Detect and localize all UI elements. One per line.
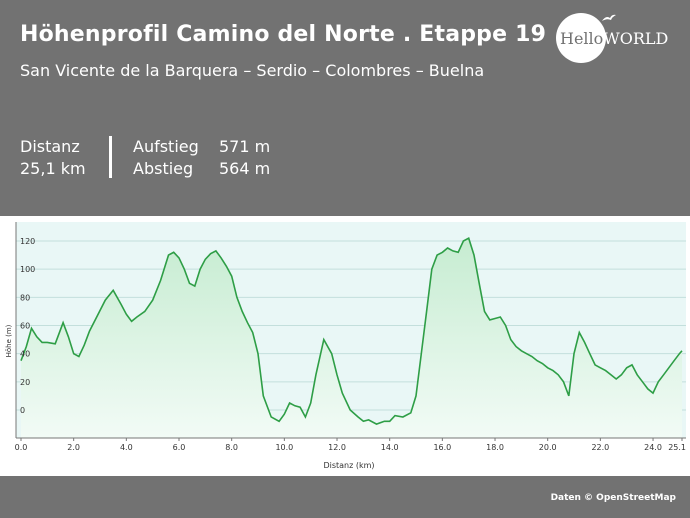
x-tick-label: 4.0: [120, 443, 133, 452]
descent-label: Abstieg: [133, 159, 194, 178]
logo-world: WORLD: [603, 29, 669, 48]
x-tick-label: 20.0: [539, 443, 557, 452]
elevation-labels: Aufstieg Abstieg: [133, 136, 199, 180]
x-tick-label: 6.0: [173, 443, 186, 452]
y-tick-label: 120: [20, 237, 35, 246]
x-tick-label: 0.0: [15, 443, 28, 452]
data-credit: Daten © OpenStreetMap: [550, 493, 676, 503]
y-tick-label: 60: [20, 322, 30, 331]
y-tick-label: 80: [20, 293, 30, 302]
x-tick-label: 2.0: [67, 443, 80, 452]
elevation-area: [21, 238, 682, 438]
header: Höhenprofil Camino del Norte . Etappe 19…: [0, 0, 690, 216]
bird-icon: [602, 14, 616, 21]
distance-label: Distanz: [20, 137, 80, 156]
y-tick-label: 20: [20, 378, 30, 387]
ascent-label: Aufstieg: [133, 137, 199, 156]
distance-stat: Distanz 25,1 km: [20, 136, 86, 180]
descent-value: 564 m: [219, 159, 271, 178]
y-tick-labels: 0 20 40 60 80 100 120: [20, 237, 35, 415]
elevation-line: [20, 237, 683, 425]
x-tick-label: 18.0: [486, 443, 504, 452]
x-axis-label: Distanz (km): [323, 461, 374, 470]
x-tick-label: 14.0: [381, 443, 399, 452]
x-tick-label: 22.0: [591, 443, 609, 452]
x-tick-label: 16.0: [433, 443, 451, 452]
logo: HelloWORLD: [560, 29, 668, 48]
x-tick-labels: 0.0 2.0 4.0 6.0 8.0 10.0 12.0 14.0 16.0 18.0 20.0 2…: [15, 438, 686, 452]
x-tick-label: 12.0: [328, 443, 346, 452]
y-tick-label: 0: [20, 406, 25, 415]
route-subtitle: San Vicente de la Barquera – Serdio – Co…: [20, 61, 485, 80]
page-title: Höhenprofil Camino del Norte . Etappe 19: [20, 22, 547, 47]
stats-divider: [109, 136, 112, 178]
y-axis-label: Höhe (m): [5, 324, 13, 357]
x-tick-label: 24.0: [644, 443, 662, 452]
y-tick-label: 100: [20, 265, 35, 274]
distance-value: 25,1 km: [20, 159, 86, 178]
elevation-values: 571 m 564 m: [219, 136, 270, 180]
logo-circle: [556, 13, 606, 63]
logo-hello: Hello: [560, 29, 604, 48]
x-tick-label: 10.0: [275, 443, 293, 452]
y-tick-label: 40: [20, 350, 30, 359]
ascent-value: 571 m: [219, 137, 271, 156]
elevation-chart: 0 20 40 60 80 100 120 0.0 2.0 4.0 6.0 8.0 10.0 12.0 1…: [5, 222, 686, 470]
x-tick-label: 8.0: [225, 443, 238, 452]
elevation-chart-area: 0 20 40 60 80 100 120 0.0 2.0 4.0 6.0 8.0 10.0 12.0 1…: [0, 216, 690, 476]
x-tick-label: 25.1: [668, 443, 686, 452]
footer: Daten © OpenStreetMap: [0, 476, 690, 518]
